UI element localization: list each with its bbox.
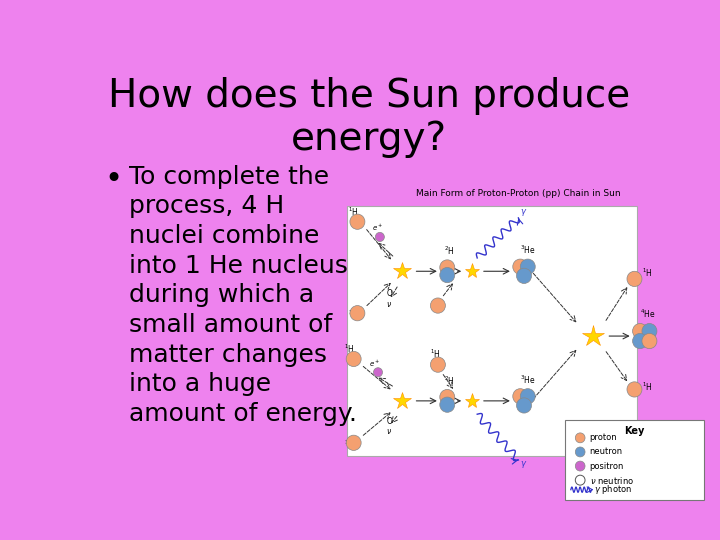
Text: $\gamma$: $\gamma$ <box>521 458 528 470</box>
Circle shape <box>642 323 657 339</box>
Text: $^1$H: $^1$H <box>344 343 355 355</box>
Text: $^1$H: $^1$H <box>642 267 652 279</box>
Circle shape <box>375 232 384 241</box>
Text: neutron: neutron <box>590 448 623 456</box>
Text: To complete the
process, 4 H
nuclei combine
into 1 He nucleus
during which a
sma: To complete the process, 4 H nuclei comb… <box>129 165 357 426</box>
Circle shape <box>575 433 585 443</box>
Circle shape <box>440 267 455 283</box>
Circle shape <box>440 260 455 275</box>
Circle shape <box>516 268 531 284</box>
Text: $^1$H: $^1$H <box>348 308 359 321</box>
Circle shape <box>627 271 642 287</box>
Text: $\gamma$ photon: $\gamma$ photon <box>594 483 632 496</box>
Circle shape <box>521 259 535 274</box>
FancyBboxPatch shape <box>565 420 703 500</box>
Text: $^1$H: $^1$H <box>642 381 652 393</box>
Circle shape <box>575 475 585 485</box>
Circle shape <box>516 398 531 413</box>
Circle shape <box>431 357 446 372</box>
Circle shape <box>513 259 528 274</box>
Circle shape <box>521 389 535 404</box>
Text: $^1$H: $^1$H <box>344 438 355 450</box>
Circle shape <box>440 389 455 404</box>
Text: $^1$H: $^1$H <box>348 206 359 218</box>
Text: Main Form of Proton-Proton (pp) Chain in Sun: Main Form of Proton-Proton (pp) Chain in… <box>416 190 621 198</box>
Text: $\nu$: $\nu$ <box>386 428 392 436</box>
Text: $^4$He: $^4$He <box>640 307 656 320</box>
Text: O: O <box>387 289 392 298</box>
Circle shape <box>575 447 585 457</box>
Text: •: • <box>104 165 122 194</box>
Circle shape <box>633 333 647 349</box>
Circle shape <box>350 306 365 321</box>
Text: $^2$H: $^2$H <box>444 245 454 257</box>
Text: $\gamma$: $\gamma$ <box>521 207 528 218</box>
Circle shape <box>346 352 361 367</box>
Circle shape <box>346 435 361 450</box>
Circle shape <box>350 214 365 230</box>
Text: $^3$He: $^3$He <box>521 373 536 386</box>
Text: $^1$H: $^1$H <box>431 303 441 315</box>
Circle shape <box>633 323 647 339</box>
Text: $e^+$: $e^+$ <box>369 358 380 369</box>
Text: $\nu$: $\nu$ <box>386 300 392 309</box>
Circle shape <box>513 389 528 404</box>
Text: $^2$H: $^2$H <box>444 374 454 387</box>
Text: O: O <box>387 417 392 426</box>
Circle shape <box>575 461 585 471</box>
Text: How does the Sun produce
energy?: How does the Sun produce energy? <box>108 77 630 158</box>
Text: proton: proton <box>590 433 617 442</box>
Text: $\nu$ neutrino: $\nu$ neutrino <box>590 475 634 485</box>
Text: Key: Key <box>624 426 644 436</box>
FancyBboxPatch shape <box>347 206 637 456</box>
Circle shape <box>431 298 446 313</box>
Circle shape <box>627 382 642 397</box>
Text: positron: positron <box>590 462 624 470</box>
Circle shape <box>440 397 455 413</box>
Text: $e^+$: $e^+$ <box>372 223 383 233</box>
Circle shape <box>642 333 657 349</box>
Text: $^3$He: $^3$He <box>521 244 536 256</box>
Text: $^1$H: $^1$H <box>431 348 441 360</box>
Circle shape <box>374 368 382 377</box>
